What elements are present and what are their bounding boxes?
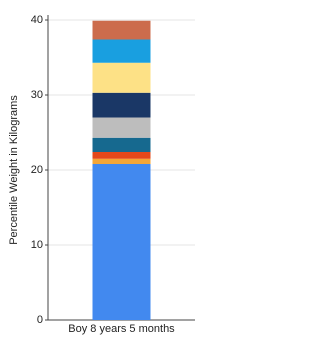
bar-segment (92, 62, 151, 93)
x-tick-label: Boy 8 years 5 months (68, 323, 175, 335)
chart: Percentile Weight in Kilograms 0 10 20 30 40… (7, 13, 195, 335)
bar-segment (92, 164, 151, 320)
bar-segment (92, 158, 151, 164)
y-tick-label: 40 (31, 14, 43, 26)
y-tick-label: 30 (31, 89, 43, 101)
bar-segment (92, 152, 151, 159)
bar-segment (92, 39, 151, 63)
bar-segment (92, 92, 151, 118)
bar-segment (92, 117, 151, 138)
y-axis-label: Percentile Weight in Kilograms (8, 95, 20, 245)
y-tick-label: 10 (31, 239, 43, 251)
bar-segment (92, 20, 151, 40)
y-tick-label: 20 (31, 164, 43, 176)
bar-segment (92, 137, 151, 152)
y-tick-label: 0 (37, 314, 43, 326)
